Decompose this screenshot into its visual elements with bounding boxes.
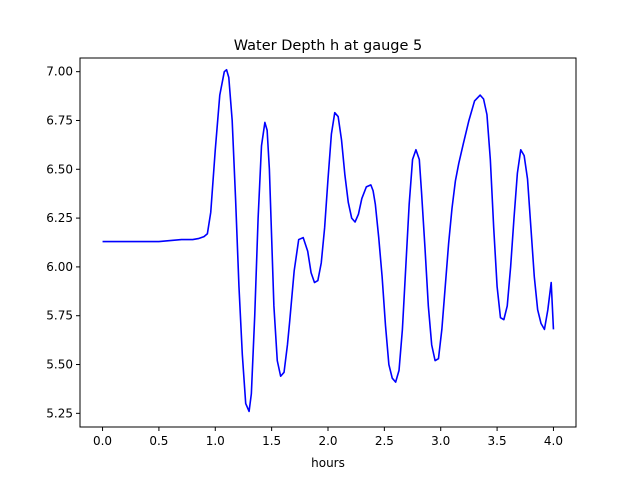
plot-area [102,68,555,413]
x-tick-label: 3.5 [488,434,507,448]
x-tick-label: 0.0 [93,434,112,448]
y-axis-ticks: 5.25 5.50 5.75 6.00 6.25 6.50 6.75 7.00 [46,65,80,420]
x-tick-label: 3.0 [431,434,450,448]
y-tick-label: 5.25 [46,406,73,420]
y-tick-label: 6.50 [46,162,73,176]
x-axis-ticks: 0.0 0.5 1.0 1.5 2.0 2.5 3.0 3.5 4.0 [93,427,563,448]
y-tick-label: 6.75 [46,113,73,127]
x-tick-label: 2.5 [375,434,394,448]
x-tick-label: 1.5 [262,434,281,448]
x-tick-label: 1.0 [206,434,225,448]
y-tick-label: 7.00 [46,65,73,79]
y-tick-label: 6.25 [46,211,73,225]
y-tick-label: 5.50 [46,358,73,372]
chart-title: Water Depth h at gauge 5 [234,38,422,54]
x-tick-label: 4.0 [544,434,563,448]
axes-frame [79,57,577,428]
x-axis-label: hours [311,456,345,470]
series-line-0 [102,68,555,413]
x-tick-label: 0.5 [149,434,168,448]
y-tick-label: 5.75 [46,309,73,323]
x-tick-label: 2.0 [318,434,337,448]
y-tick-label: 6.00 [46,260,73,274]
